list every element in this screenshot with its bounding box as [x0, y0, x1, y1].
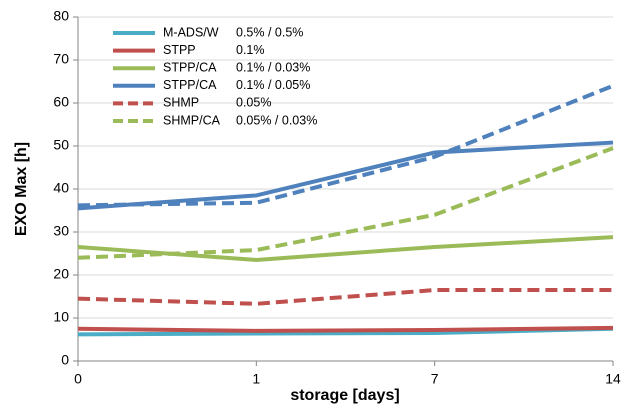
y-axis-title: EXO Max [h]: [13, 142, 30, 236]
legend-concentration: 0.1% / 0.05%: [236, 78, 310, 92]
line-series: [77, 235, 614, 262]
legend-label: STPP/CA: [163, 60, 217, 74]
x-tick-label: 7: [431, 371, 439, 387]
legend-concentration: 0.1%: [236, 43, 265, 57]
legend: M-ADS/W 0.5% / 0.5% STPP 0.1% STPP/CA 0.1% / …: [113, 25, 317, 127]
x-tick-label: 1: [252, 371, 260, 387]
legend-label: SHMP/CA: [163, 113, 221, 127]
x-tick-label: 14: [605, 371, 621, 387]
legend-concentration: 0.05%: [236, 96, 271, 110]
y-tick-label: 40: [53, 180, 69, 196]
y-tick-label: 60: [53, 94, 69, 110]
y-tick-label: 20: [53, 266, 69, 282]
y-tick-label: 50: [53, 137, 69, 153]
y-tick-label: 10: [53, 309, 69, 325]
legend-concentration: 0.1% / 0.03%: [236, 60, 310, 74]
legend-concentration: 0.05% / 0.03%: [236, 113, 317, 127]
line-series: [77, 83, 614, 208]
line-series: [77, 146, 614, 260]
x-tick-label: 0: [74, 371, 82, 387]
legend-label: SHMP: [163, 96, 199, 110]
legend-label: STPP/CA: [163, 78, 217, 92]
y-tick-label: 0: [61, 352, 69, 368]
x-axis-title: storage [days]: [290, 387, 399, 404]
legend-concentration: 0.5% / 0.5%: [236, 25, 303, 39]
line-series: [77, 325, 614, 333]
line-series: [77, 288, 613, 306]
legend-label: STPP: [163, 43, 196, 57]
y-tick-label: 30: [53, 223, 69, 239]
y-tick-label: 80: [53, 8, 69, 24]
line-series: [77, 140, 614, 211]
y-tick-label: 70: [53, 51, 69, 67]
legend-label: M-ADS/W: [163, 25, 219, 39]
